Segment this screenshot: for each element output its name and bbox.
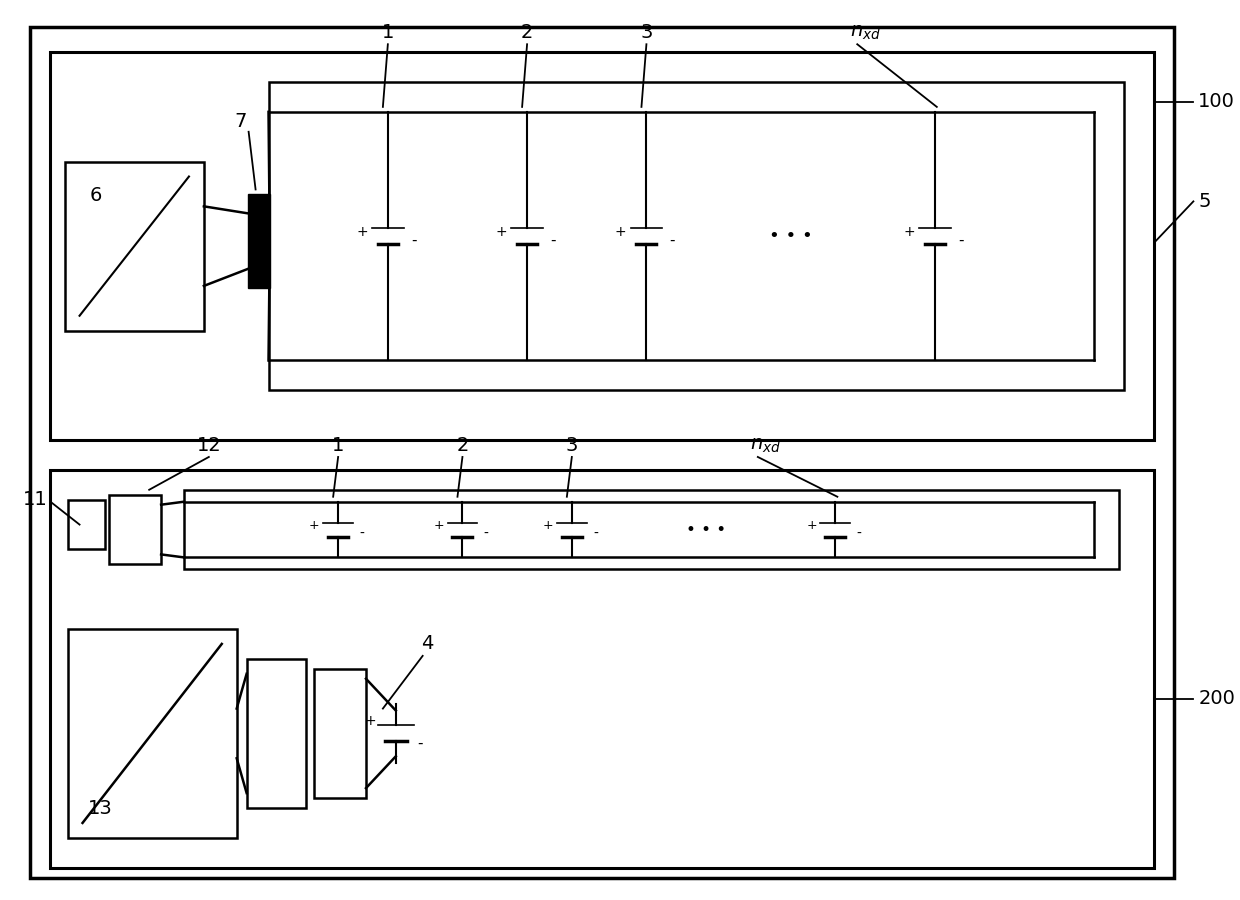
Text: 4: 4 [422,634,434,653]
Text: $n_{xd}$: $n_{xd}$ [849,22,880,41]
Text: 2: 2 [521,22,533,41]
Text: • • •: • • • [686,520,727,538]
Text: -: - [410,233,417,248]
Text: 3: 3 [565,436,578,454]
Bar [68,629,237,838]
Bar [68,500,105,549]
Text: -: - [857,526,862,541]
Text: +: + [543,519,553,532]
Text: -: - [959,233,963,248]
Text: -: - [360,526,365,541]
Text: +: + [365,715,376,728]
Text: 3: 3 [640,22,652,41]
Text: 7: 7 [234,112,247,131]
Text: 100: 100 [1198,93,1235,112]
Text: 13: 13 [88,799,113,818]
Text: • • •: • • • [769,227,812,245]
Text: -: - [670,233,675,248]
Bar [50,52,1153,440]
Text: +: + [309,519,320,532]
Text: 200: 200 [1198,689,1235,708]
Text: 11: 11 [24,491,47,509]
Bar [247,659,306,808]
Text: +: + [806,519,817,532]
Bar [50,470,1153,868]
Text: +: + [356,225,368,239]
Text: 6: 6 [89,186,102,205]
Bar [269,82,1123,391]
Text: -: - [551,233,556,248]
Bar [184,490,1118,570]
Text: +: + [903,225,915,239]
Text: -: - [484,526,489,541]
Bar [248,194,269,288]
Text: +: + [496,225,507,239]
Text: 5: 5 [1198,192,1211,211]
Bar [109,495,161,564]
Text: 12: 12 [196,436,221,454]
Bar [64,162,203,330]
Text: -: - [417,736,423,751]
Text: 1: 1 [332,436,345,454]
Text: -: - [593,526,598,541]
Bar [314,669,366,798]
Text: +: + [615,225,626,239]
Text: +: + [433,519,444,532]
Text: 1: 1 [382,22,394,41]
Text: $n_{xd}$: $n_{xd}$ [750,436,781,454]
Text: 2: 2 [456,436,469,454]
